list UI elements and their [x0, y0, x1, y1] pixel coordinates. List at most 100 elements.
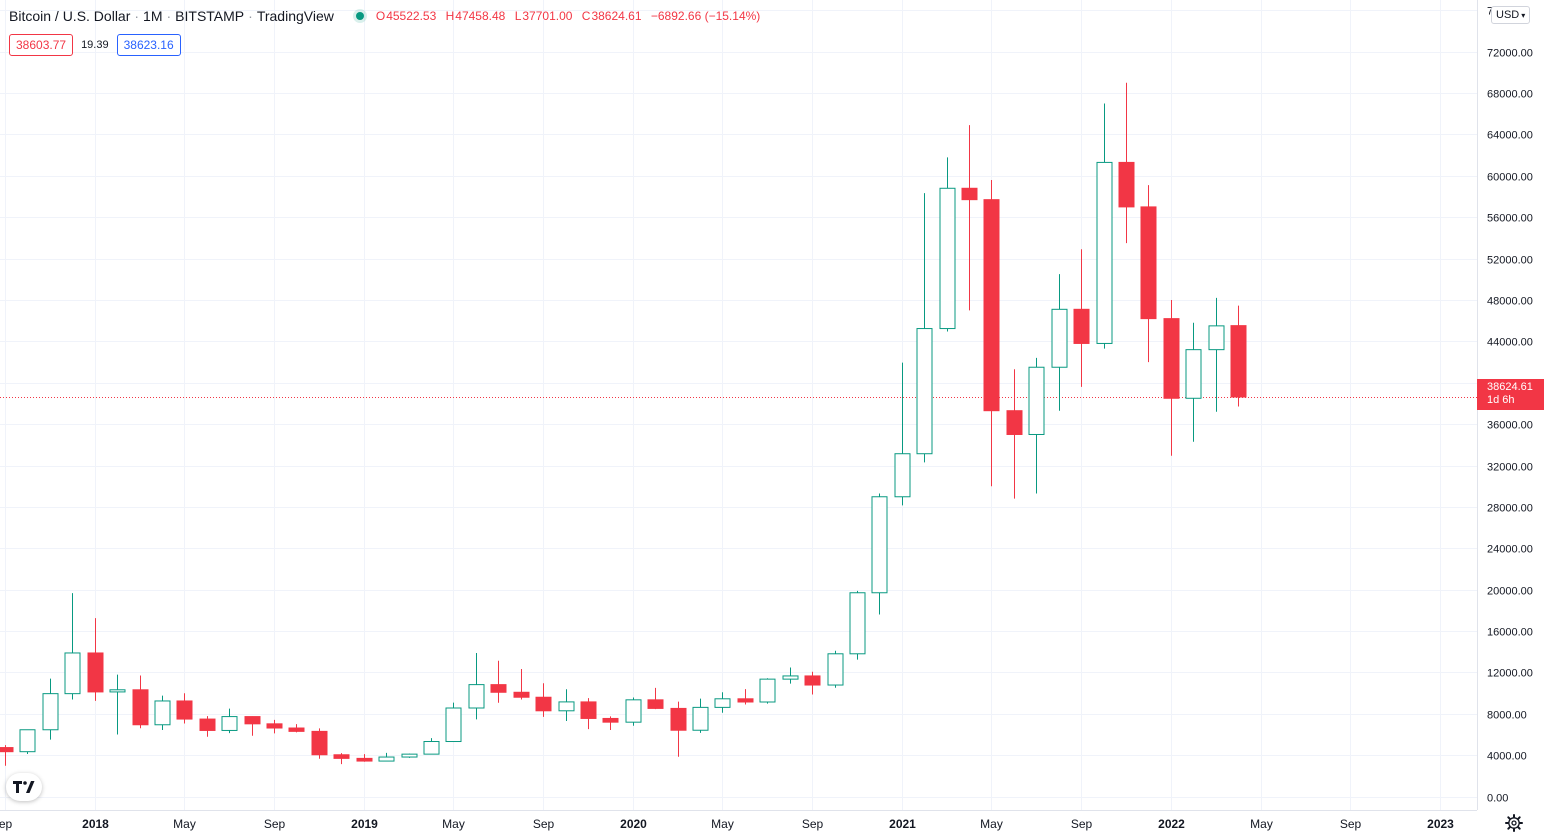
- candle-body: [983, 199, 1000, 412]
- time-tick-label: May: [980, 817, 1003, 831]
- candle: [378, 752, 395, 762]
- candle-body: [288, 727, 305, 732]
- candle: [109, 674, 126, 735]
- candle: [423, 738, 440, 755]
- time-tick-label: Sep: [533, 817, 555, 831]
- candle: [266, 719, 283, 734]
- high-key: H: [445, 9, 455, 23]
- price-tick-label: 8000.00: [1487, 710, 1527, 722]
- chevron-down-icon: ▾: [1521, 11, 1526, 20]
- candle: [714, 692, 731, 713]
- candle: [199, 716, 216, 737]
- candle: [1073, 249, 1090, 387]
- candle: [916, 193, 933, 463]
- candle-body: [849, 592, 866, 655]
- spread-value: 19.39: [81, 39, 109, 51]
- price-tick-label: 72000.00: [1487, 48, 1533, 60]
- trade-prices: 38603.77 19.39 38623.16: [9, 34, 181, 56]
- time-tick-label: May: [442, 817, 465, 831]
- candle-body: [109, 689, 126, 693]
- candle-body: [939, 187, 956, 330]
- separator: ·: [134, 8, 140, 24]
- candle: [154, 695, 171, 731]
- candle-body: [42, 693, 59, 731]
- candle-body: [1006, 410, 1023, 435]
- candle-body: [1185, 349, 1202, 399]
- candle: [42, 678, 59, 740]
- candle: [871, 493, 888, 615]
- tv-logo-mark: [13, 781, 35, 793]
- time-tick-label: May: [173, 817, 196, 831]
- chart-legend: Bitcoin / U.S. Dollar · 1M · BITSTAMP · …: [9, 8, 760, 24]
- price-tick-label: 32000.00: [1487, 462, 1533, 474]
- sell-price-button[interactable]: 38603.77: [9, 34, 74, 56]
- price-tick-label: 48000.00: [1487, 296, 1533, 308]
- exchange-label: BITSTAMP: [175, 8, 245, 24]
- candle-body: [625, 699, 642, 723]
- candle-series: [0, 82, 1247, 766]
- price-tick-label: 20000.00: [1487, 586, 1533, 598]
- time-tick-label: May: [1250, 817, 1273, 831]
- candle-body: [558, 701, 575, 712]
- candle-body: [535, 696, 552, 712]
- candle-body: [423, 741, 440, 755]
- close-key: C: [581, 9, 591, 23]
- candle-body: [894, 453, 911, 498]
- candle: [490, 660, 507, 703]
- candle-body: [132, 689, 149, 726]
- candle: [737, 689, 754, 705]
- candle-body: [1073, 308, 1090, 344]
- platform-label: TradingView: [256, 8, 334, 24]
- separator: ·: [166, 8, 172, 24]
- separator: ·: [248, 8, 253, 24]
- candle: [602, 716, 619, 731]
- time-tick-label: Sep: [1071, 817, 1093, 831]
- low-value: 37701.00: [522, 9, 573, 23]
- settings-gear-icon[interactable]: [1505, 814, 1523, 832]
- candle-body: [445, 707, 462, 743]
- candle: [827, 650, 844, 688]
- price-tick-label: 0.00: [1487, 793, 1508, 805]
- candle-body: [311, 730, 328, 756]
- buy-price-button[interactable]: 38623.16: [116, 34, 181, 56]
- candle: [1096, 103, 1113, 349]
- candle: [692, 698, 709, 733]
- candle: [1006, 369, 1023, 499]
- time-tick-label: May: [711, 817, 734, 831]
- candle: [625, 697, 642, 726]
- tradingview-logo-icon[interactable]: [6, 773, 42, 801]
- candle-body: [804, 675, 821, 686]
- open-key: O: [375, 9, 386, 23]
- currency-button[interactable]: USD ▾: [1491, 6, 1531, 24]
- candle: [647, 687, 664, 710]
- interval-label[interactable]: 1M: [143, 8, 163, 24]
- price-tick-label: 36000.00: [1487, 420, 1533, 432]
- candle: [1140, 185, 1157, 363]
- candle: [176, 693, 193, 724]
- symbol-title[interactable]: Bitcoin / U.S. Dollar: [9, 8, 131, 24]
- current-price-value: 38624.61: [1487, 381, 1533, 393]
- candle: [513, 669, 530, 700]
- time-tick-label: ep: [0, 817, 12, 831]
- price-tick-label: 44000.00: [1487, 337, 1533, 349]
- candle-body: [0, 747, 14, 753]
- candle: [401, 753, 418, 758]
- candle-body: [356, 757, 373, 762]
- candle-body: [1230, 325, 1247, 398]
- close-value: 38624.61: [591, 9, 642, 23]
- candle-body: [221, 716, 238, 731]
- time-tick-label: 2022: [1158, 817, 1185, 831]
- candle-body: [782, 675, 799, 680]
- time-tick-label: 2018: [82, 817, 109, 831]
- candle: [0, 745, 14, 766]
- candle-body: [827, 653, 844, 686]
- candle-body: [670, 707, 687, 731]
- candle-body: [1140, 206, 1157, 320]
- candle-body: [714, 698, 731, 708]
- price-tick-label: 12000.00: [1487, 668, 1533, 680]
- candle-body: [154, 700, 171, 726]
- candle-body: [176, 700, 193, 720]
- candle: [580, 698, 597, 730]
- price-tick-label: 68000.00: [1487, 89, 1533, 101]
